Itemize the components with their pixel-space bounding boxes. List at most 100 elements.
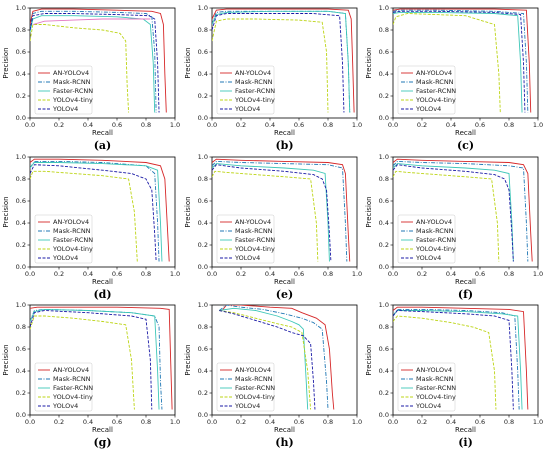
y-axis-label: Precision bbox=[184, 47, 192, 78]
legend-entry: AN-YOLOv4 bbox=[53, 366, 89, 374]
series-line-an-yolov4 bbox=[212, 158, 351, 262]
legend-entry: YOLOv4 bbox=[234, 105, 260, 113]
y-tick-label: 0.0 bbox=[379, 263, 389, 271]
y-tick-label: 1.0 bbox=[16, 301, 26, 309]
x-tick-label: 0.6 bbox=[294, 270, 304, 278]
legend-box bbox=[216, 65, 275, 115]
legend-entry: Mask-RCNN bbox=[235, 375, 273, 383]
legend-entry: AN-YOLOv4 bbox=[235, 218, 271, 226]
legend-entry: AN-YOLOv4 bbox=[235, 366, 271, 374]
series-line-an-yolov4 bbox=[30, 306, 173, 410]
series-line-faster-rcnn bbox=[393, 163, 514, 262]
x-tick-label: 1.0 bbox=[352, 121, 362, 129]
y-tick-label: 0.6 bbox=[379, 345, 389, 353]
y-tick-label: 0.8 bbox=[379, 323, 389, 331]
legend-box bbox=[397, 214, 456, 264]
x-tick-label: 0.2 bbox=[236, 270, 246, 278]
chart-panel: 0.0 0.2 0.4 0.6 0.8 1.0 0.0 0.2 0.4 0.6 0.8 1.0 Reca… bbox=[2, 4, 180, 152]
y-tick-label: 0.8 bbox=[198, 175, 208, 183]
x-axis-label: Recall bbox=[92, 278, 113, 286]
series-line-mask-rcnn bbox=[393, 308, 520, 410]
legend: AN-YOLOv4Mask-RCNNFaster-RCNNYOLOv4-tiny… bbox=[34, 214, 93, 264]
legend-entry: Faster-RCNN bbox=[235, 236, 275, 244]
series-line-yolov4-tiny bbox=[393, 170, 500, 262]
series-line-faster-rcnn bbox=[393, 11, 523, 113]
y-tick-label: 0.2 bbox=[16, 241, 26, 249]
legend-entry: YOLOv4 bbox=[415, 254, 441, 262]
y-tick-label: 0.0 bbox=[198, 263, 208, 271]
x-tick-label: 0.4 bbox=[83, 270, 93, 278]
y-tick-label: 0.4 bbox=[16, 367, 26, 375]
x-tick-label: 0.4 bbox=[446, 270, 456, 278]
legend-box bbox=[216, 214, 275, 264]
series-line-mask-rcnn bbox=[218, 305, 329, 410]
legend-entry: Faster-RCNN bbox=[416, 384, 456, 392]
y-axis-label: Precision bbox=[2, 47, 10, 78]
x-tick-label: 0.4 bbox=[265, 270, 275, 278]
x-tick-label: 1.0 bbox=[170, 418, 180, 426]
x-tick-label: 0.0 bbox=[207, 270, 217, 278]
series-line-mask-rcnn bbox=[30, 10, 157, 113]
chart-panel: 0.0 0.2 0.4 0.6 0.8 1.0 0.0 0.2 0.4 0.6 0.8 1.0 Reca… bbox=[365, 301, 543, 449]
y-tick-label: 1.0 bbox=[16, 4, 26, 12]
x-tick-label: 0.0 bbox=[388, 121, 398, 129]
x-axis-label: Recall bbox=[274, 129, 295, 137]
panel-label: (e) bbox=[276, 288, 293, 301]
series-line-an-yolov4 bbox=[393, 8, 532, 113]
y-tick-label: 0.8 bbox=[198, 26, 208, 34]
legend-entry: Faster-RCNN bbox=[53, 384, 93, 392]
panel-label: (d) bbox=[93, 288, 111, 301]
legend-entry: Mask-RCNN bbox=[235, 78, 273, 86]
panel-label: (h) bbox=[275, 436, 293, 449]
x-tick-label: 1.0 bbox=[533, 270, 543, 278]
y-tick-label: 0.2 bbox=[379, 92, 389, 100]
legend-box bbox=[34, 362, 93, 412]
legend: AN-YOLOv4Mask-RCNNFaster-RCNNYOLOv4-tiny… bbox=[397, 65, 456, 115]
y-tick-label: 0.2 bbox=[198, 92, 208, 100]
series-line-yolov4-tiny bbox=[219, 310, 312, 410]
x-tick-label: 0.8 bbox=[141, 121, 151, 129]
y-tick-label: 0.4 bbox=[379, 367, 389, 375]
series-line-mask-rcnn bbox=[30, 160, 160, 262]
y-tick-label: 0.6 bbox=[379, 197, 389, 205]
series-line-yolov4 bbox=[30, 13, 160, 113]
legend-entry: Mask-RCNN bbox=[235, 227, 273, 235]
series-line-faster-rcnn bbox=[30, 162, 163, 262]
legend-entry: YOLOv4 bbox=[52, 105, 78, 113]
y-tick-label: 0.8 bbox=[16, 175, 26, 183]
x-tick-label: 0.4 bbox=[446, 121, 456, 129]
legend: AN-YOLOv4Mask-RCNNFaster-RCNNYOLOv4-tiny… bbox=[34, 362, 93, 412]
panel-label: (b) bbox=[275, 139, 293, 152]
x-tick-label: 0.6 bbox=[475, 270, 485, 278]
plot-frame bbox=[211, 156, 358, 268]
legend-entry: Faster-RCNN bbox=[235, 384, 275, 392]
legend-box bbox=[34, 65, 93, 115]
series-line-yolov4-tiny bbox=[212, 170, 319, 262]
legend-entry: YOLOv4-tiny bbox=[52, 245, 93, 253]
chart-panel: 0.0 0.2 0.4 0.6 0.8 1.0 0.0 0.2 0.4 0.6 0.8 1.0 Reca… bbox=[2, 153, 180, 301]
series-line-yolov4-tiny bbox=[30, 170, 138, 262]
y-tick-label: 0.4 bbox=[198, 219, 208, 227]
y-tick-label: 0.2 bbox=[379, 389, 389, 397]
y-tick-label: 0.4 bbox=[16, 70, 26, 78]
x-tick-label: 0.8 bbox=[504, 418, 514, 426]
legend: AN-YOLOv4Mask-RCNNFaster-RCNNYOLOv4-tiny… bbox=[216, 214, 275, 264]
panel-label: (f) bbox=[458, 288, 473, 301]
y-tick-label: 1.0 bbox=[198, 301, 208, 309]
y-tick-label: 0.4 bbox=[198, 70, 208, 78]
y-tick-label: 0.6 bbox=[198, 197, 208, 205]
x-tick-label: 0.2 bbox=[54, 418, 64, 426]
legend-entry: YOLOv4 bbox=[234, 254, 260, 262]
y-tick-label: 0.8 bbox=[16, 323, 26, 331]
legend-box bbox=[34, 214, 93, 264]
x-tick-label: 0.0 bbox=[388, 270, 398, 278]
legend-entry: YOLOv4 bbox=[52, 254, 78, 262]
x-tick-label: 0.2 bbox=[417, 270, 427, 278]
x-tick-label: 0.6 bbox=[294, 418, 304, 426]
x-tick-label: 0.0 bbox=[207, 121, 217, 129]
legend-entry: YOLOv4 bbox=[415, 105, 441, 113]
series-line-yolov4-tiny bbox=[212, 18, 329, 113]
legend-entry: Mask-RCNN bbox=[53, 375, 91, 383]
x-tick-label: 0.2 bbox=[236, 121, 246, 129]
